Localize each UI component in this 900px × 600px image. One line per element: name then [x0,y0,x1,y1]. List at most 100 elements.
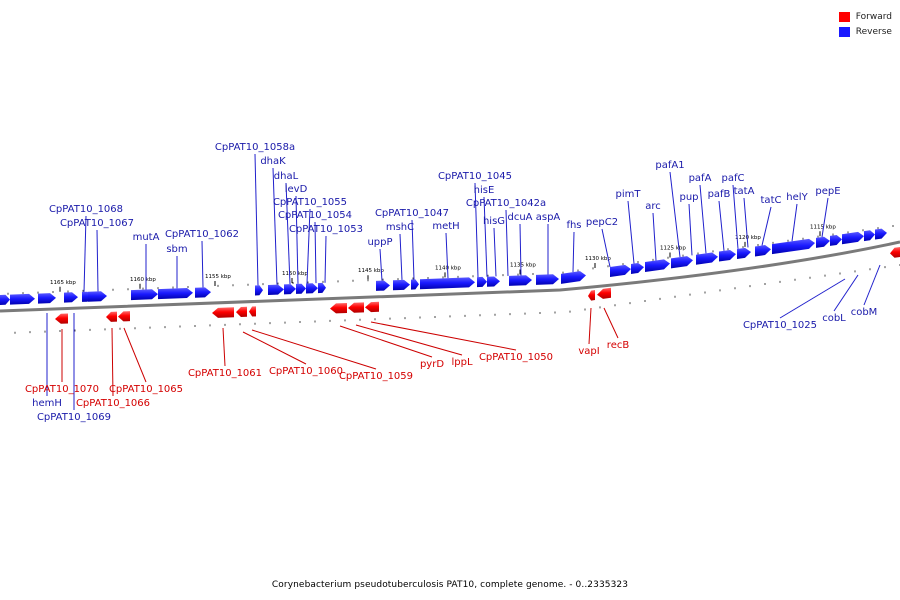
tick-label: 1155 kbp [205,274,231,280]
leader-line [627,200,635,264]
gene-arrow [0,294,10,305]
leader-line [601,228,611,268]
gene-arrow [118,311,130,322]
gene-arrow [158,287,193,300]
reverse-gene-label: mutA [133,232,160,243]
forward-swatch [838,11,850,22]
gene-arrow [195,287,211,298]
leader-line [718,200,725,251]
leader-line [111,327,114,397]
gene-arrow [365,301,379,313]
tick-label: 1130 kbp [585,256,611,262]
leader-line [314,221,317,284]
leader-line [339,325,433,358]
gene-arrow [10,293,35,305]
leader-line [688,203,693,256]
reverse-gene-label: mshC [386,222,414,233]
reverse-gene-label: CpPAT10_1045 [438,171,512,182]
gene-arrow [890,247,900,258]
leader-line [603,307,619,339]
leader-line [242,331,307,365]
leader-line [833,274,859,312]
gene-arrow [830,234,842,246]
forward-gene-label: CpPAT10_1070 [25,384,99,395]
forward-gene-label: pyrD [420,359,444,370]
gene-arrow [212,307,234,318]
reverse-gene-label: CpPAT10_1042a [466,198,546,209]
leader-line [399,233,403,280]
leader-line [779,278,846,319]
leader-line [251,329,377,370]
gene-arrow [536,274,559,285]
gene-arrow [509,275,532,286]
leader-line [669,171,681,258]
leader-line [699,184,707,254]
leader-line [272,167,278,285]
reverse-gene-label: pafA [689,173,712,184]
gene-arrow [376,280,390,291]
reverse-gene-label: pepE [815,186,840,197]
leader-line [743,197,749,248]
reverse-gene-label: pafC [722,173,745,184]
genome-caption: Corynebacterium pseudotuberculosis PAT10… [271,580,629,590]
tick-label: 1160 kbp [130,277,156,283]
reverse-gene-label: helY [786,192,808,203]
gene-arrow [296,283,306,294]
gene-arrow [631,262,644,274]
legend-item-forward: Forward [838,9,892,24]
leader-line [863,264,881,306]
leader-line [732,184,739,249]
forward-gene-label: CpPAT10_1061 [188,368,262,379]
gene-arrow [561,271,586,284]
leader-line [445,232,449,279]
forward-gene-label: CpPAT10_1065 [109,384,183,395]
forward-gene-label: recB [607,340,630,351]
gene-arrow [645,259,670,272]
reverse-gene-label: aspA [536,212,561,223]
reverse-swatch [838,26,850,37]
reverse-gene-label: pup [679,192,698,203]
tick-label: 1120 kbp [735,235,761,241]
gene-arrow [696,252,718,265]
gene-arrow [131,289,158,301]
leader-line [519,223,522,276]
reverse-gene-label: pafB [708,189,731,200]
reverse-gene-label: CpPAT10_1058a [215,142,295,153]
legend-forward-label: Forward [855,11,892,22]
gene-arrow [255,285,263,296]
leader-line [652,212,657,261]
reverse-gene-label-lower: CpPAT10_1069 [37,412,111,423]
leader-line [483,196,488,277]
forward-gene-label: vapI [578,346,599,357]
reverse-gene-label: CpPAT10_1067 [60,218,134,229]
gene-arrow [671,256,693,269]
reverse-gene-label-lower: cobL [822,313,846,324]
reverse-gene-label: CpPAT10_1062 [165,229,239,240]
leader-line [505,209,509,276]
gene-arrow [875,228,887,240]
tick-label: 1125 kbp [660,245,686,251]
reverse-gene-label: hisE [474,185,495,196]
gene-arrow [864,230,875,242]
reverse-gene-label: CpPAT10_1053 [289,224,363,235]
legend-item-reverse: Reverse [838,24,892,39]
leader-line [370,321,517,351]
reverse-gene-label: dhaK [260,156,286,167]
gene-arrow [318,282,326,294]
leader-line [201,240,204,288]
leader-line [821,197,829,238]
gene-arrow [64,292,78,303]
reverse-gene-label: arc [645,201,661,212]
gene-arrow [772,238,815,255]
leader-line [355,324,463,356]
reverse-gene-label: hisG [483,216,505,227]
leader-line [83,215,87,292]
reverse-gene-label: tatA [734,186,755,197]
forward-gene-label: CpPAT10_1059 [339,371,413,382]
leader-line [791,203,798,242]
leader-line [306,208,311,284]
reverse-gene-label: CpPAT10_1054 [278,210,352,221]
reverse-gene-label: fhs [566,220,581,231]
gene-arrow [487,276,500,287]
